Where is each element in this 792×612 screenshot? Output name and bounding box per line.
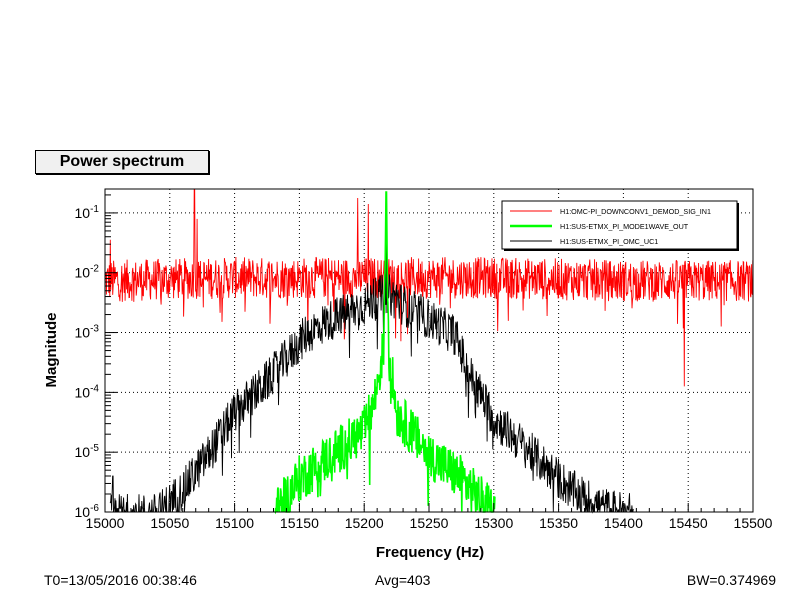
x-tick-label: 15000 (86, 515, 125, 531)
y-tick-exponent: -6 (90, 503, 99, 514)
y-axis-label: Magnitude (43, 313, 60, 388)
x-axis-label: Frequency (Hz) (376, 544, 484, 561)
legend-label-2: H1:SUS-ETMX_PI_OMC_UC1 (560, 237, 658, 246)
y-tick-base: 10 (75, 504, 91, 520)
y-tick-label: 10-3 (75, 324, 100, 341)
y-tick-exponent: -4 (90, 383, 99, 394)
x-tick-label: 15100 (215, 515, 254, 531)
y-tick-exponent: -1 (90, 204, 99, 215)
legend-shadow-bottom (504, 249, 739, 251)
x-tick-label: 15250 (410, 515, 449, 531)
series-layer (104, 188, 754, 515)
x-tick-label: 15500 (734, 515, 773, 531)
axis-ticks: 15000 15050 15100 15150 15200 15250 15300 15350… (75, 194, 773, 531)
footer-avg: Avg=403 (375, 572, 431, 588)
y-tick-label: 10-2 (75, 264, 100, 281)
footer-bw: BW=0.374969 (686, 572, 776, 588)
y-tick-base: 10 (75, 265, 91, 281)
y-tick-base: 10 (75, 444, 91, 460)
x-tick-label: 15400 (604, 515, 643, 531)
x-tick-label: 15300 (474, 515, 513, 531)
series-line-1 (274, 191, 496, 515)
y-tick-exponent: -5 (90, 443, 99, 454)
series-line-0 (104, 188, 754, 387)
y-tick-exponent: -3 (90, 324, 99, 335)
y-tick-label: 10-4 (75, 383, 100, 400)
legend-label-1: H1:SUS-ETMX_PI_MODE1WAVE_OUT (560, 222, 689, 231)
y-tick-label: 10-5 (75, 443, 100, 460)
legend-label-0: H1:OMC-PI_DOWNCONV1_DEMOD_SIG_IN1 (560, 207, 711, 216)
chart-title: Power spectrum (35, 150, 209, 174)
y-tick-base: 10 (75, 325, 91, 341)
y-tick-base: 10 (75, 205, 91, 221)
x-tick-label: 15050 (150, 515, 189, 531)
y-tick-label: 10-6 (75, 503, 100, 520)
series-line-2 (109, 212, 634, 514)
y-tick-exponent: -2 (90, 264, 99, 275)
footer-t0: T0=13/05/2016 00:38:46 (44, 572, 197, 588)
y-tick-base: 10 (75, 384, 91, 400)
x-tick-label: 15450 (669, 515, 708, 531)
y-tick-label: 10-1 (75, 204, 100, 221)
legend: H1:OMC-PI_DOWNCONV1_DEMOD_SIG_IN1 H1:SUS-… (501, 200, 739, 251)
x-tick-label: 15200 (345, 515, 384, 531)
legend-shadow-right (737, 203, 739, 251)
x-tick-label: 15350 (539, 515, 578, 531)
x-tick-label: 15150 (280, 515, 319, 531)
